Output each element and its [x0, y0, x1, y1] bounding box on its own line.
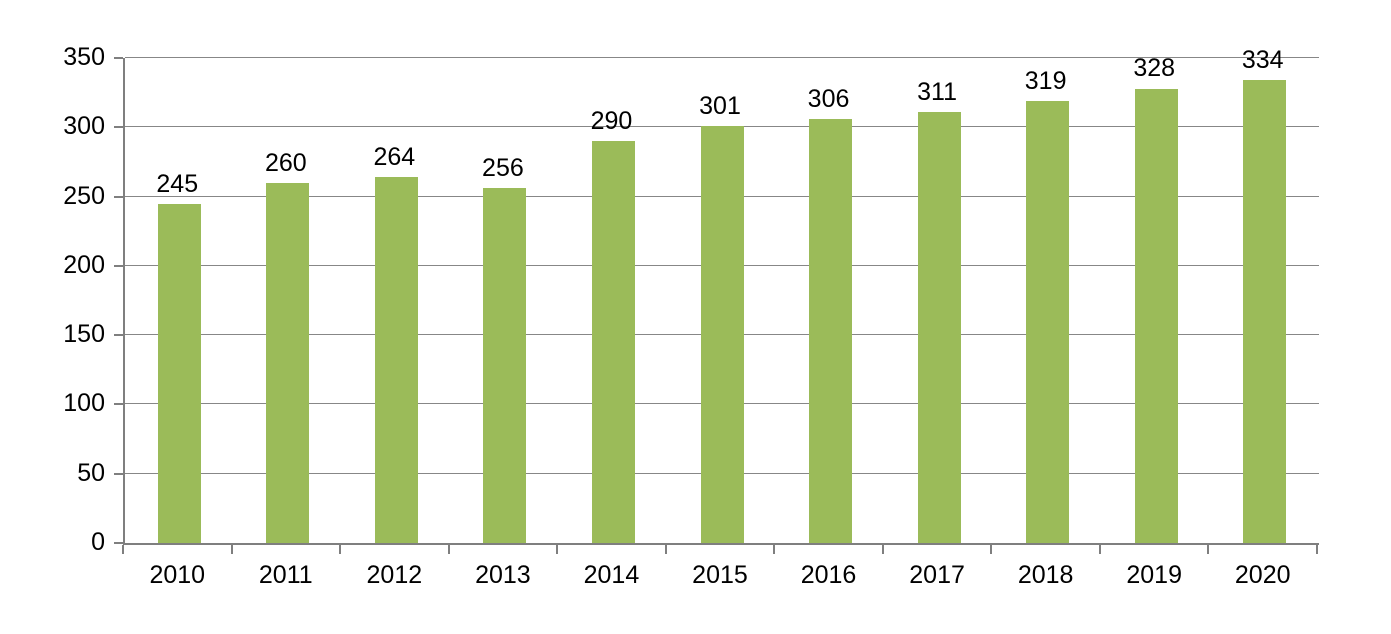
bar-2010 — [157, 203, 201, 543]
y-axis-tick-label: 50 — [77, 458, 105, 487]
x-axis-tick — [1207, 545, 1210, 554]
bar-2012 — [374, 177, 418, 543]
x-axis-tick-label: 2017 — [909, 561, 965, 589]
bar-2017 — [917, 112, 961, 543]
x-axis-tick — [447, 545, 450, 554]
y-axis-tick — [114, 57, 123, 59]
bar-2016 — [809, 118, 853, 543]
y-axis-tick — [114, 126, 123, 129]
bar-value-label: 319 — [1024, 66, 1067, 95]
x-axis-tick — [773, 545, 776, 554]
x-axis-tick-label: 2013 — [475, 561, 531, 589]
y-axis-tick-label: 150 — [63, 320, 105, 349]
y-axis-tick-label: 0 — [91, 528, 105, 556]
bar-2020 — [1243, 80, 1287, 543]
x-axis-tick-label: 2020 — [1234, 561, 1291, 589]
x-axis-tick — [556, 545, 559, 554]
y-axis-tick-label: 200 — [63, 250, 105, 279]
bar-value-label: 328 — [1133, 54, 1176, 83]
bar-value-label: 260 — [264, 148, 307, 177]
y-axis-tick — [114, 403, 123, 406]
x-axis-tick-label: 2014 — [583, 561, 640, 589]
x-axis-tick — [339, 545, 342, 554]
y-axis-tick — [114, 195, 123, 198]
bar-value-label: 301 — [699, 91, 741, 120]
bar-value-label: 245 — [156, 169, 199, 198]
x-axis-tick-label: 2015 — [692, 561, 748, 589]
y-axis-tick-label: 350 — [63, 43, 105, 71]
x-axis-tick-label: 2019 — [1126, 561, 1182, 589]
x-axis-tick — [881, 545, 884, 554]
x-axis-tick — [1316, 545, 1318, 554]
bar-2014 — [591, 141, 635, 543]
bar-value-label: 306 — [807, 84, 850, 113]
y-axis-tick-label: 250 — [63, 181, 105, 210]
y-axis-tick — [114, 264, 123, 267]
x-axis-tick — [122, 545, 124, 554]
bar-value-label: 256 — [482, 154, 524, 183]
bar-value-label: 264 — [373, 143, 416, 172]
bar-2018 — [1026, 100, 1070, 543]
gridline — [125, 57, 1319, 58]
x-axis-tick-label: 2012 — [366, 561, 423, 589]
bar-value-label: 290 — [590, 107, 633, 136]
x-axis-tick — [990, 545, 993, 554]
x-axis-tick — [1098, 545, 1101, 554]
bar-value-label: 334 — [1241, 46, 1284, 75]
x-axis-tick — [230, 545, 233, 554]
y-axis-tick-label: 300 — [63, 112, 105, 141]
x-axis-tick — [664, 545, 667, 554]
y-axis-tick — [114, 334, 123, 337]
x-axis-tick-label: 2016 — [800, 561, 857, 589]
bar-2011 — [266, 182, 310, 543]
x-axis-tick-label: 2011 — [258, 561, 313, 589]
y-axis-tick-label: 100 — [63, 389, 105, 418]
y-axis-tick — [114, 472, 123, 475]
bar-2019 — [1134, 88, 1178, 543]
bar-2015 — [700, 125, 744, 543]
y-axis-tick — [114, 542, 123, 544]
x-axis-tick-label: 2010 — [149, 561, 206, 589]
bar-value-label: 311 — [917, 78, 957, 107]
plot-area — [123, 57, 1319, 545]
x-axis-tick-label: 2018 — [1017, 561, 1074, 589]
bar-2013 — [483, 188, 527, 543]
